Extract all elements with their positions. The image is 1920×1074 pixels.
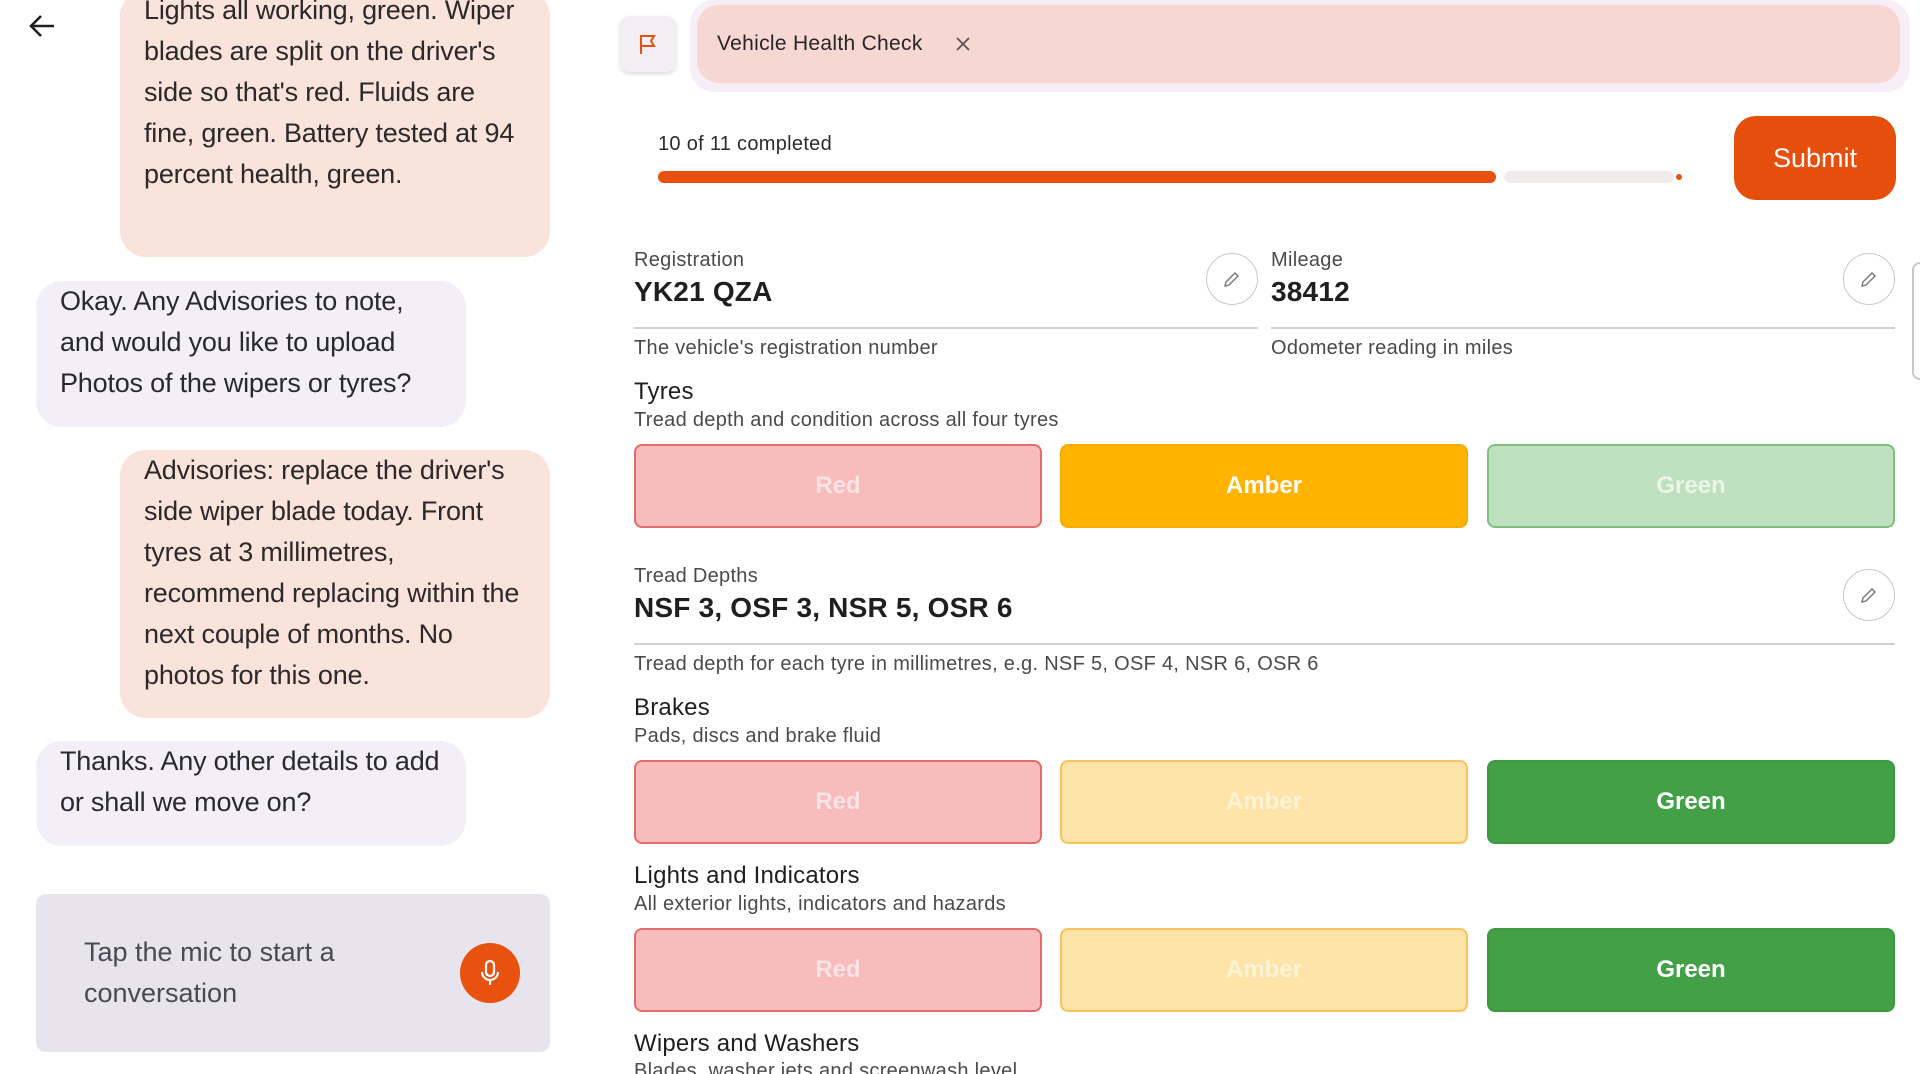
close-tab-button[interactable] (951, 32, 975, 56)
mileage-value: 38412 (1271, 276, 1350, 307)
tyres-amber-option[interactable]: Amber (1060, 444, 1468, 528)
pencil-icon (1224, 272, 1239, 287)
tread-depths-help: Tread depth for each tyre in millimetres… (634, 653, 1319, 675)
back-button[interactable] (22, 6, 62, 46)
voice-input-card: Tap the mic to start a conversation (36, 894, 550, 1052)
lights-green-option[interactable]: Green (1487, 928, 1895, 1012)
progress-fill (658, 171, 1496, 183)
flag-button[interactable] (620, 16, 676, 72)
edit-mileage-button[interactable] (1843, 253, 1895, 305)
scrollbar-thumb[interactable] (1912, 262, 1920, 380)
chat-message-assistant: Okay. Any Advisories to note, and would … (36, 281, 466, 427)
brakes-subtitle: Pads, discs and brake fluid (634, 725, 882, 747)
brakes-amber-option[interactable]: Amber (1060, 760, 1468, 844)
arrow-left-icon (29, 15, 54, 37)
chat-panel: Lights all working, green. Wiper blades … (0, 0, 600, 1074)
tyres-green-option[interactable]: Green (1487, 444, 1895, 528)
chat-message-user: Lights all working, green. Wiper blades … (120, 0, 550, 257)
chat-message-user: Advisories: replace the driver's side wi… (120, 450, 550, 718)
chat-message-assistant: Thanks. Any other details to add or shal… (36, 741, 466, 846)
lights-subtitle: All exterior lights, indicators and haza… (634, 893, 1006, 915)
lights-red-option[interactable]: Red (634, 928, 1042, 1012)
progress-text: 10 of 11 completed (658, 133, 833, 155)
microphone-icon (480, 959, 500, 985)
tab-vehicle-health-check[interactable]: Vehicle Health Check (697, 5, 1900, 83)
tread-depths-label: Tread Depths (634, 565, 759, 587)
edit-tread-depths-button[interactable] (1843, 569, 1895, 621)
tread-depths-value: NSF 3, OSF 3, NSR 5, OSR 6 (634, 592, 1013, 623)
submit-button[interactable]: Submit (1734, 116, 1896, 200)
progress-bar (658, 171, 1688, 183)
tyres-title: Tyres (634, 378, 694, 405)
mileage-label: Mileage (1271, 249, 1344, 271)
pencil-icon (1861, 272, 1876, 287)
brakes-title: Brakes (634, 694, 710, 721)
tyres-subtitle: Tread depth and condition across all fou… (634, 409, 1059, 431)
registration-label: Registration (634, 249, 745, 271)
edit-registration-button[interactable] (1206, 253, 1258, 305)
brakes-red-option[interactable]: Red (634, 760, 1042, 844)
lights-title: Lights and Indicators (634, 862, 860, 889)
mic-button[interactable] (460, 943, 520, 1003)
progress-end-dot (1676, 174, 1682, 180)
registration-help: The vehicle's registration number (634, 337, 938, 359)
brakes-green-option[interactable]: Green (1487, 760, 1895, 844)
lights-amber-option[interactable]: Amber (1060, 928, 1468, 1012)
registration-value: YK21 QZA (634, 276, 773, 307)
flag-icon (640, 35, 656, 54)
mileage-help: Odometer reading in miles (1271, 337, 1514, 359)
mileage-underline (1271, 327, 1895, 329)
tyres-red-option[interactable]: Red (634, 444, 1042, 528)
tread-depths-underline (634, 643, 1895, 645)
registration-underline (634, 327, 1258, 329)
mic-prompt: Tap the mic to start a conversation (84, 937, 335, 1008)
tab-label: Vehicle Health Check (717, 32, 923, 55)
pencil-icon (1861, 588, 1876, 603)
close-icon (955, 37, 970, 51)
wipers-title: Wipers and Washers (634, 1030, 860, 1057)
wipers-subtitle: Blades, washer jets and screenwash level (634, 1060, 1018, 1074)
progress-remaining (1504, 171, 1674, 183)
